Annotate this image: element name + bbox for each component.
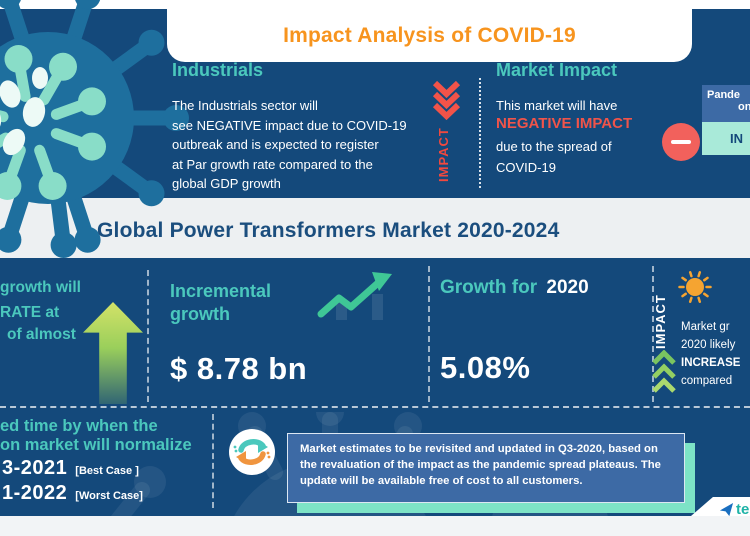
footer-strip [0, 516, 750, 536]
sync-icon [229, 429, 275, 475]
industrials-line: see NEGATIVE impact due to COVID-19 [172, 117, 407, 133]
virus-illustration [0, 0, 189, 258]
industrials-line: The Industrials sector will [172, 98, 318, 113]
technavio-logo: te [719, 501, 749, 518]
incremental-growth-value: $ 8.78 bn [170, 351, 308, 386]
impact-note-line3: INCREASE [681, 357, 741, 369]
header: Impact Analysis of COVID-19 [167, 0, 692, 62]
line-chart-icon [317, 272, 392, 320]
market-growth-note-line2: RATE at [0, 304, 60, 321]
best-case-label: [Best Case ] [75, 465, 139, 477]
pandemic-impact-badge: IN [702, 122, 750, 155]
best-case-value: 3-2021 [2, 457, 68, 479]
impact-vertical-label-top: IMPACT [436, 127, 451, 182]
growth-2020-value: 5.08% [440, 350, 531, 385]
market-impact-highlight: NEGATIVE IMPACT [496, 115, 633, 132]
pandemic-badge-text: IN [730, 131, 743, 146]
pandemic-box-line1: Pande [707, 89, 741, 101]
stats-divider-3 [652, 266, 654, 402]
virus-icon-orange [678, 271, 712, 303]
normalize-line1: ed time by when the [0, 417, 158, 435]
market-growth-note-line3: of almost [7, 326, 76, 343]
growth-heading-accent: Growth for [440, 277, 538, 298]
logo-text: te [736, 501, 750, 518]
worst-case-value: 1-2022 [2, 482, 68, 504]
impact-note: Market gr 2020 likely INCREASE compared [681, 318, 750, 390]
market-impact-line1: This market will have [496, 98, 618, 113]
bottom-section-divider [212, 414, 214, 508]
minus-circle-icon [662, 123, 700, 161]
page-title: Impact Analysis of COVID-19 [283, 24, 576, 47]
impact-note-line1: Market gr [681, 321, 730, 333]
pandemic-box-line2: on [738, 101, 750, 113]
impact-note-line2: 2020 likely [681, 339, 736, 351]
industrials-line: at Par growth rate compared to the [172, 156, 373, 172]
impact-note-line4: compared [681, 375, 733, 387]
pandemic-impact-box: Pande on [702, 85, 750, 122]
market-title-band [0, 198, 750, 258]
market-growth-note-line1: growth will [0, 279, 81, 296]
stats-divider-2 [428, 266, 430, 402]
growth-2020-heading: Growth for 2020 [440, 277, 589, 299]
chevrons-up-icon [652, 350, 676, 393]
growth-heading-year: 2020 [546, 277, 589, 298]
normalize-line2: on market will normalize [0, 436, 192, 454]
worst-case-row: 1-2022 [Worst Case] [2, 482, 143, 505]
impact-vertical-label-stats: IMPACT [653, 294, 668, 349]
incremental-heading-line1: Incremental [170, 281, 272, 301]
market-impact-line3: COVID-19 [496, 160, 556, 175]
market-title: Global Power Transformers Market 2020-20… [97, 219, 560, 242]
industrials-line: outbreak and is expected to register [172, 137, 379, 152]
market-impact-line2: due to the spread of [496, 139, 612, 154]
section-divider-line [0, 406, 750, 408]
industrials-heading: Industrials [172, 60, 264, 80]
market-impact-heading: Market Impact [496, 60, 618, 80]
industrials-paragraph: The Industrials sector will see NEGATIVE… [172, 96, 442, 194]
industrials-line: global GDP growth [172, 176, 281, 191]
paper-plane-icon [719, 502, 734, 517]
callout-box: Market estimates to be revisited and upd… [287, 433, 685, 503]
best-case-row: 3-2021 [Best Case ] [2, 457, 139, 480]
worst-case-label: [Worst Case] [75, 490, 143, 502]
stats-divider-1 [147, 270, 149, 402]
incremental-heading-line2: growth [170, 304, 230, 324]
chevrons-down-icon [433, 80, 460, 121]
top-section-divider [479, 78, 481, 188]
callout-text: Market estimates to be revisited and upd… [300, 443, 661, 487]
